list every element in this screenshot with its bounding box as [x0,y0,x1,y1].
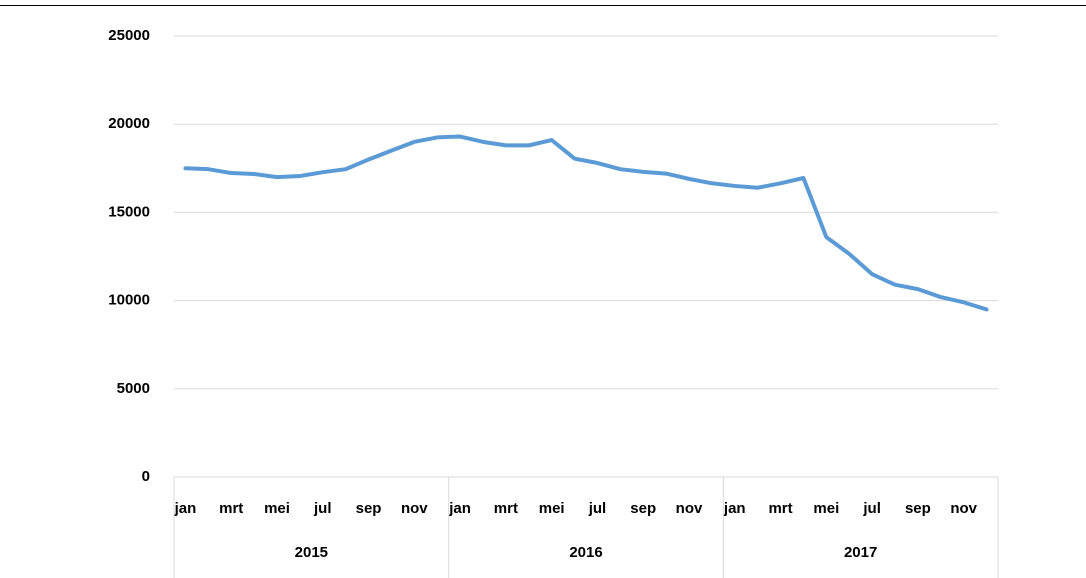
x-tick-label: nov [676,500,703,517]
line-series [183,134,989,312]
x-tick-label: jul [862,500,881,517]
x-tick-label: mei [539,500,565,517]
y-tick-label: 5000 [117,380,150,397]
y-tick-label: 10000 [108,292,150,309]
y-tick-label: 0 [142,468,150,485]
x-tick-label: nov [401,500,428,517]
x-tick-label: nov [950,500,977,517]
group-label: 2017 [844,544,877,561]
group-label: 2015 [295,544,328,561]
x-tick-label: sep [356,500,382,517]
x-tick-label: mrt [219,500,243,517]
y-tick-label: 20000 [108,115,150,132]
x-tick-label: jan [723,500,746,517]
x-tick-label: mei [813,500,839,517]
y-tick-label: 15000 [108,203,150,220]
x-tick-label: jan [448,500,471,517]
x-tick-label: jan [174,500,197,517]
y-tick-label: 25000 [108,27,150,44]
x-tick-label: sep [905,500,931,517]
x-tick-label: jul [588,500,607,517]
x-tick-label: mei [264,500,290,517]
x-tick-label: mrt [494,500,518,517]
group-label: 2016 [569,544,602,561]
x-tick-label: mrt [768,500,792,517]
x-tick-label: jul [313,500,332,517]
x-tick-label: sep [630,500,656,517]
